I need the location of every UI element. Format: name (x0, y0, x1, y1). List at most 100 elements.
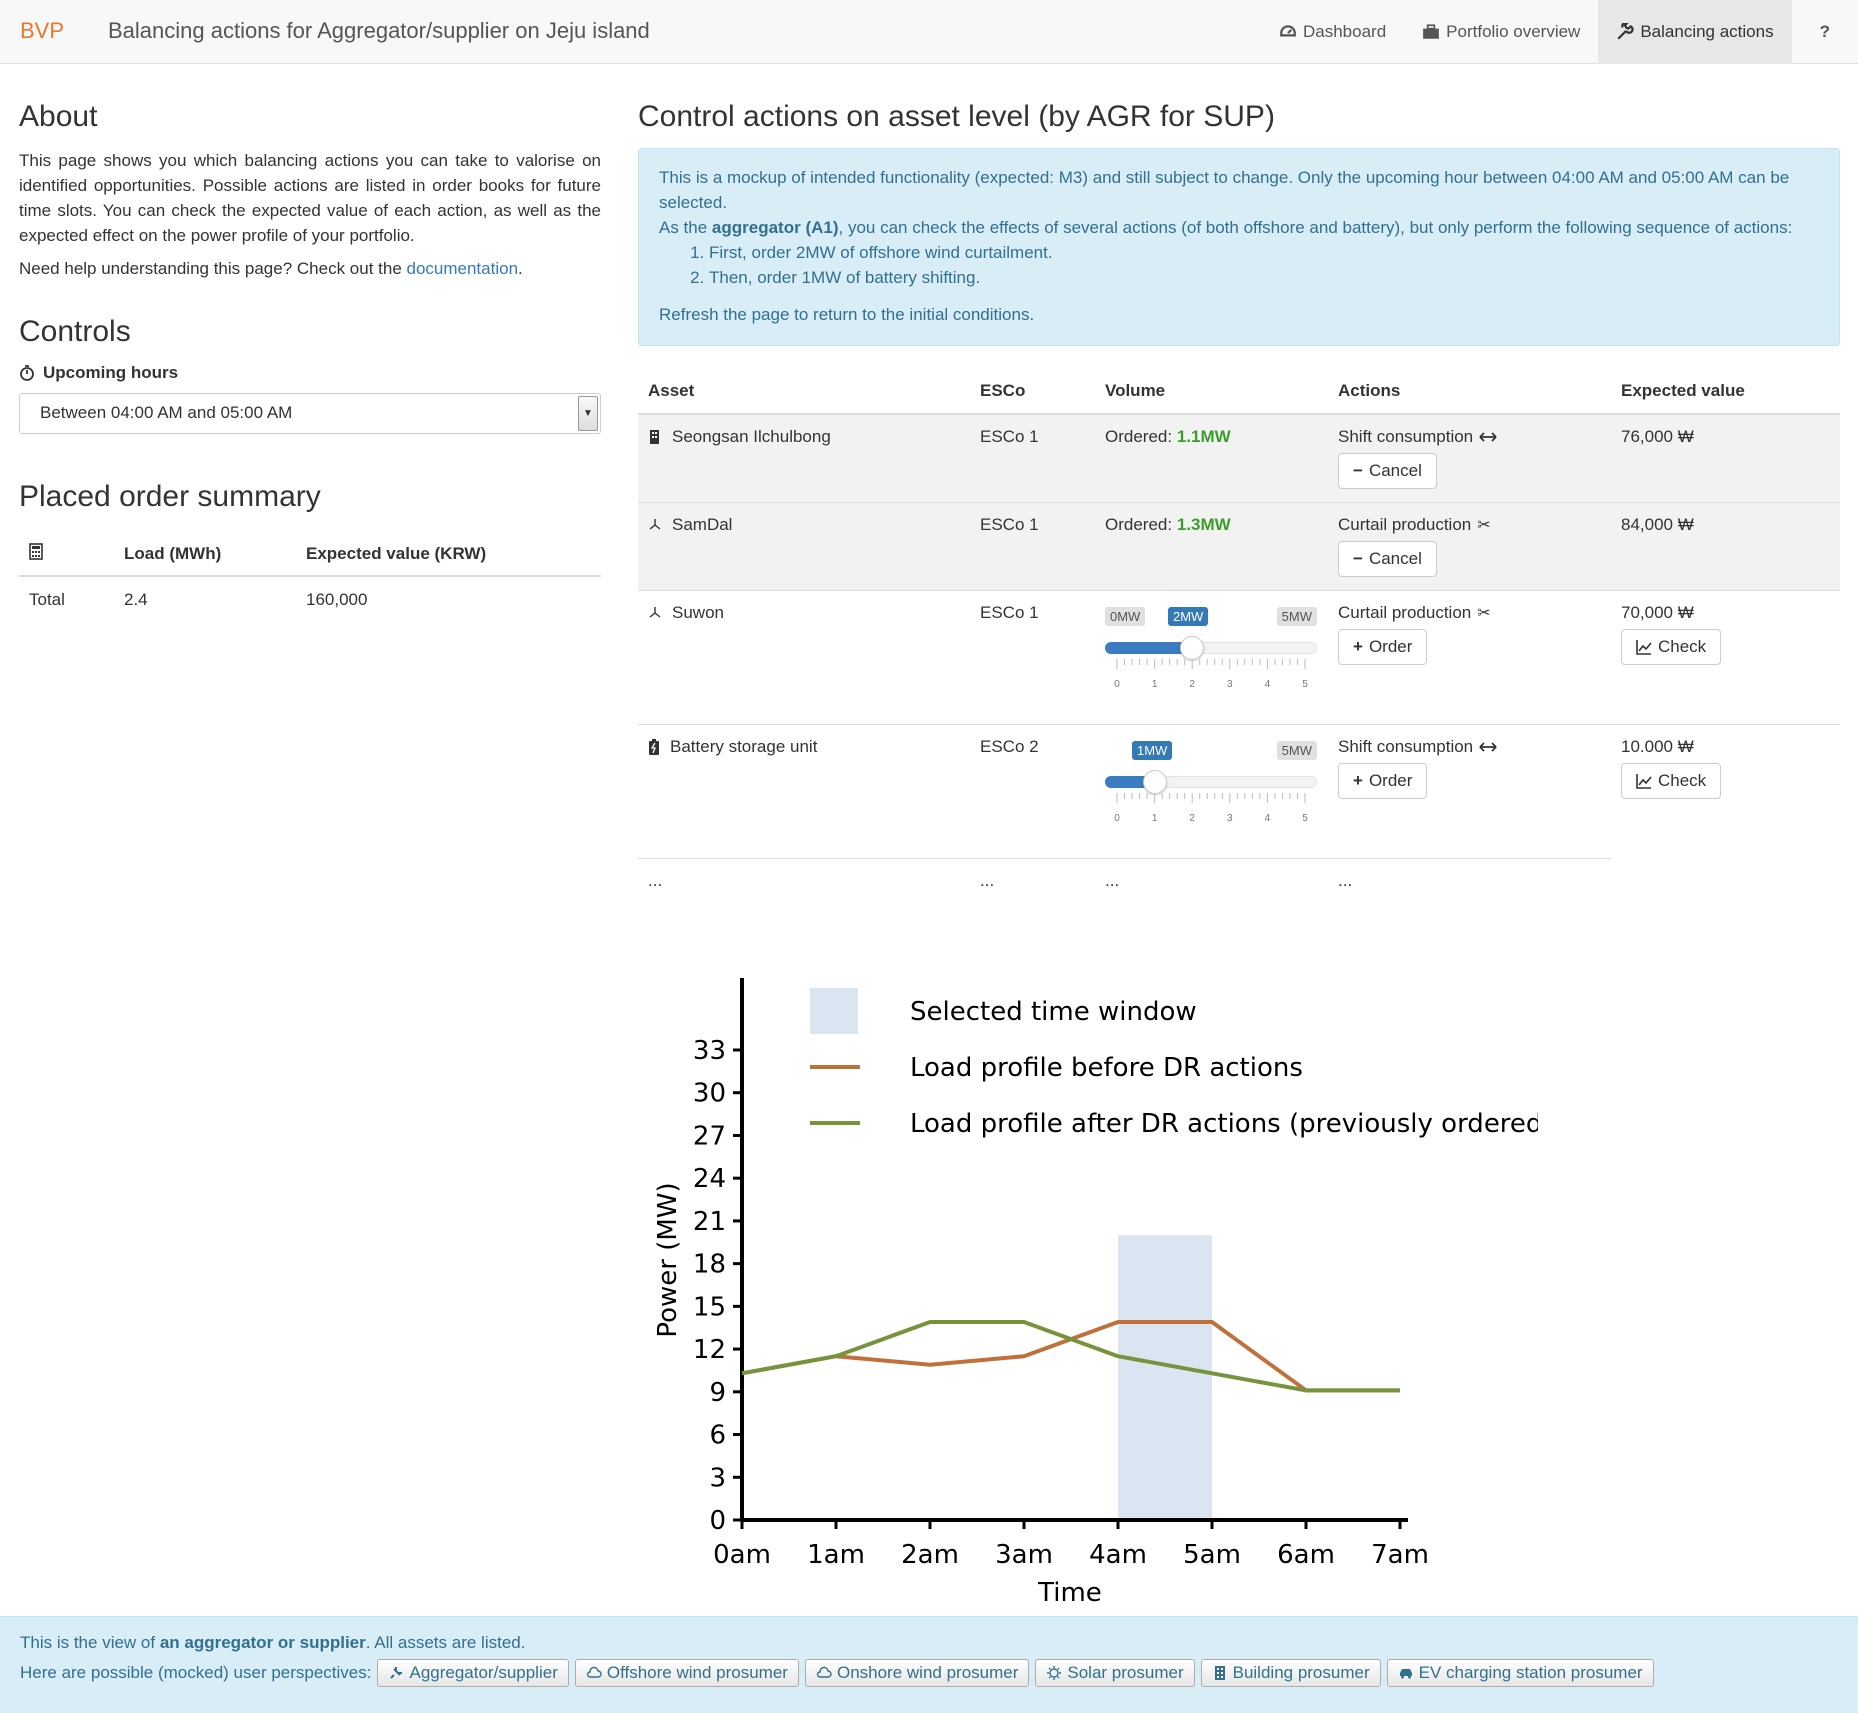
cancel-button-label: Cancel (1368, 461, 1422, 480)
y-tick-label: 15 (693, 1292, 726, 1322)
volume-prefix: Ordered: (1105, 427, 1177, 446)
nav-portfolio-overview[interactable]: Portfolio overview (1404, 0, 1598, 64)
perspective-aggregator-button[interactable]: Aggregator/supplier (377, 1659, 569, 1687)
main-heading: Control actions on asset level (by AGR f… (638, 100, 1275, 133)
alert-refresh: Refresh the page to return to the initia… (659, 305, 1035, 324)
slider-tick-number: 1 (1151, 678, 1158, 690)
y-tick-label: 0 (709, 1506, 726, 1536)
briefcase-icon (1423, 24, 1440, 39)
cloud-icon (816, 1666, 832, 1678)
table-row: Battery storage unit ESCo 2 1MW 5MW 0 1 2 3… (638, 723, 1840, 858)
asset-name: Suwon (648, 603, 960, 623)
y-axis-label: Power (MW) (653, 1182, 683, 1337)
x-tick-label: 6am (1277, 1540, 1335, 1570)
perspective-ev-charging-button[interactable]: EV charging station prosumer (1386, 1659, 1654, 1687)
expected-value-cell: 76,000 ₩ (1611, 413, 1840, 502)
legend-label-window: Selected time window (910, 997, 1197, 1027)
scissors-icon: ✂ (1477, 516, 1491, 534)
action-label: Curtail production ✂ (1338, 515, 1601, 535)
minus-icon: − (1353, 548, 1363, 568)
slider-tick-number: 0 (1114, 812, 1120, 824)
slider-tick-number: 2 (1189, 678, 1195, 690)
building-icon (650, 430, 659, 444)
perspective-onshore-wind-button[interactable]: Onshore wind prosumer (804, 1659, 1030, 1687)
dashboard-icon (1280, 25, 1296, 37)
slider-max-label: 5MW (1276, 740, 1317, 760)
perspective-label: Onshore wind prosumer (836, 1663, 1019, 1682)
documentation-link[interactable]: documentation (406, 259, 519, 278)
alert-step-2: Then, order 1MW of battery shifting. (709, 265, 1819, 290)
ellipsis-cell: ... (1095, 857, 1328, 903)
asset-label: Suwon (672, 602, 724, 622)
cloud-icon (586, 1666, 602, 1678)
alert-line2-bold: aggregator (A1) (711, 218, 839, 237)
slider-value-label: 1MW (1132, 740, 1173, 760)
upcoming-hours-value: Between 04:00 AM and 05:00 AM (40, 403, 293, 422)
x-tick-label: 1am (807, 1540, 865, 1570)
car-icon (1399, 1669, 1412, 1679)
slider-handle[interactable] (1142, 769, 1167, 794)
perspective-label: Offshore wind prosumer (606, 1663, 788, 1682)
volume-slider[interactable]: 0MW 2MW 5MW 0 1 2 3 4 5 (1105, 603, 1317, 703)
summary-total-row: Total 2.4 160,000 (19, 576, 601, 622)
summary-header-load: Load (MWh) (114, 532, 296, 577)
plus-icon: + (1353, 770, 1363, 790)
minus-icon: − (1353, 461, 1363, 480)
brand-logo[interactable]: BVP (20, 18, 65, 43)
footer-perspectives: This is the view of an aggregator or sup… (0, 1616, 1858, 1713)
cancel-button[interactable]: − Cancel (1338, 540, 1437, 577)
asset-name: Battery storage unit (648, 737, 960, 757)
volume-cell: Ordered: 1.3MW (1095, 501, 1328, 590)
asset-label: Battery storage unit (670, 736, 818, 756)
ellipsis-cell: ... (970, 857, 1095, 903)
order-button-label: Order (1368, 770, 1413, 790)
volume-slider[interactable]: 1MW 5MW 0 1 2 3 4 5 (1105, 737, 1317, 837)
summary-header-row: Load (MWh) Expected value (KRW) (19, 532, 601, 577)
ordered-volume: 1.1MW (1176, 427, 1231, 446)
asset-label: SamDal (672, 514, 733, 534)
volume-cell: 1MW 5MW 0 1 2 3 4 5 (1095, 723, 1328, 858)
nav-dashboard[interactable]: Dashboard (1261, 0, 1404, 64)
asset-name: SamDal (648, 515, 960, 535)
selected-time-window-band (1118, 1235, 1212, 1520)
slider-handle[interactable] (1180, 635, 1205, 660)
action-text: Curtail production (1338, 602, 1472, 622)
perspective-solar-button[interactable]: Solar prosumer (1035, 1659, 1195, 1687)
chevron-down-icon[interactable]: ▼ (578, 396, 598, 431)
order-button-label: Order (1368, 636, 1413, 656)
slider-ticks (1116, 792, 1306, 803)
asset-cell: Seongsan Ilchulbong (638, 413, 970, 502)
slider-tick-number: 3 (1227, 678, 1233, 690)
esco-cell: ESCo 1 (970, 501, 1095, 590)
check-button[interactable]: Check (1621, 628, 1722, 665)
right-column: Control actions on asset level (by AGR f… (638, 100, 1840, 903)
x-tick-label: 2am (901, 1540, 959, 1570)
alert-line2: As the aggregator (A1), you can check th… (659, 215, 1819, 240)
cancel-button[interactable]: − Cancel (1338, 453, 1437, 489)
y-tick-label: 9 (709, 1378, 726, 1408)
perspective-building-button[interactable]: Building prosumer (1200, 1659, 1381, 1687)
ordered-volume: 1.3MW (1176, 514, 1231, 534)
nav-balancing-label: Balancing actions (1640, 22, 1774, 41)
volume-cell: 0MW 2MW 5MW 0 1 2 3 4 5 (1095, 589, 1328, 724)
perspective-label: Solar prosumer (1067, 1663, 1184, 1682)
order-button[interactable]: + Order (1338, 628, 1428, 665)
table-row-ellipsis: ... ... ... ... (638, 857, 1840, 903)
order-button[interactable]: + Order (1338, 762, 1428, 799)
slider-tick-number: 5 (1302, 812, 1308, 824)
wrench-icon (1617, 23, 1634, 40)
summary-total-value: 160,000 (306, 589, 368, 609)
expected-value: 70,000 ₩ (1621, 602, 1694, 622)
x-tick-label: 7am (1371, 1540, 1429, 1570)
upcoming-hours-select[interactable]: Between 04:00 AM and 05:00 AM ▼ (19, 393, 601, 434)
nav-help[interactable]: ? (1792, 0, 1858, 64)
check-button-label: Check (1658, 770, 1707, 790)
footer-line2: Here are possible (mocked) user perspect… (20, 1659, 1838, 1687)
nav-balancing-actions[interactable]: Balancing actions (1598, 0, 1792, 64)
perspective-offshore-wind-button[interactable]: Offshore wind prosumer (574, 1659, 799, 1687)
check-button[interactable]: Check (1621, 762, 1722, 799)
footer-line1-prefix: This is the view of (20, 1633, 160, 1652)
controls-heading: Controls (19, 315, 131, 348)
page-title: Balancing actions for Aggregator/supplie… (108, 18, 650, 43)
slider-max-label: 5MW (1276, 606, 1317, 626)
